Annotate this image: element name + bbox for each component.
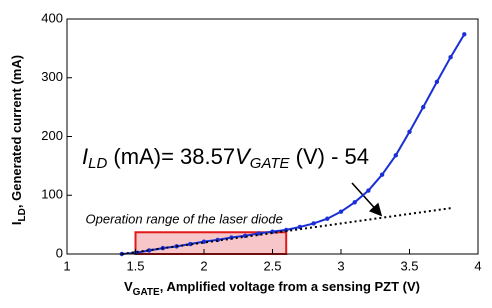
y-axis-label: ILD, Generated current (mA)	[9, 55, 27, 225]
point	[407, 129, 412, 134]
y-tick-label: 300	[41, 69, 63, 84]
point	[379, 172, 385, 177]
x-tick-label: 2.5	[263, 258, 281, 273]
eq-part: GATE	[250, 155, 291, 172]
y-tick-label: 0	[56, 245, 63, 260]
point	[284, 227, 289, 233]
x-tick-label: 3	[337, 258, 344, 273]
x-tick-label: 1	[63, 258, 70, 273]
region-label: Operation range of the laser diode	[86, 212, 283, 227]
point	[352, 200, 357, 205]
ylabel-part: I	[9, 221, 24, 225]
point	[256, 231, 261, 236]
eq-part: LD	[88, 155, 107, 172]
ylabel-part: , Generated current (mA)	[9, 55, 24, 208]
arrow	[351, 182, 383, 217]
operation-region	[134, 231, 288, 255]
point	[338, 209, 344, 214]
equation: ILD (mA)= 38.57VGATE (V) - 54	[82, 144, 369, 172]
x-tick-label: 1.5	[126, 258, 144, 273]
xlabel-part: , Amplified voltage from a sensing PZT (…	[160, 279, 420, 294]
xlabel-part: GATE	[133, 287, 160, 298]
ylabel-part: LD	[17, 208, 28, 221]
series-line	[121, 33, 466, 255]
point	[311, 221, 316, 226]
point	[434, 79, 440, 85]
point	[366, 188, 371, 193]
y-tick-label: 100	[41, 187, 63, 202]
series-line	[121, 207, 451, 255]
point	[462, 32, 467, 37]
xlabel-part: V	[124, 279, 133, 294]
eq-part: (mA)= 38.57	[107, 144, 235, 169]
eq-part: (V) - 54	[290, 144, 369, 169]
y-tick-label: 200	[41, 128, 63, 143]
x-tick-label: 4	[474, 258, 481, 273]
eq-part: I	[82, 144, 88, 169]
point	[393, 153, 398, 158]
x-axis-label: VGATE, Amplified voltage from a sensing …	[124, 279, 420, 297]
x-tick-label: 2	[200, 258, 207, 273]
point	[448, 54, 453, 60]
point	[325, 216, 330, 221]
eq-part: V	[235, 144, 252, 169]
point	[421, 104, 426, 110]
x-tick-label: 3.5	[400, 258, 418, 273]
y-tick-label: 400	[41, 10, 63, 25]
